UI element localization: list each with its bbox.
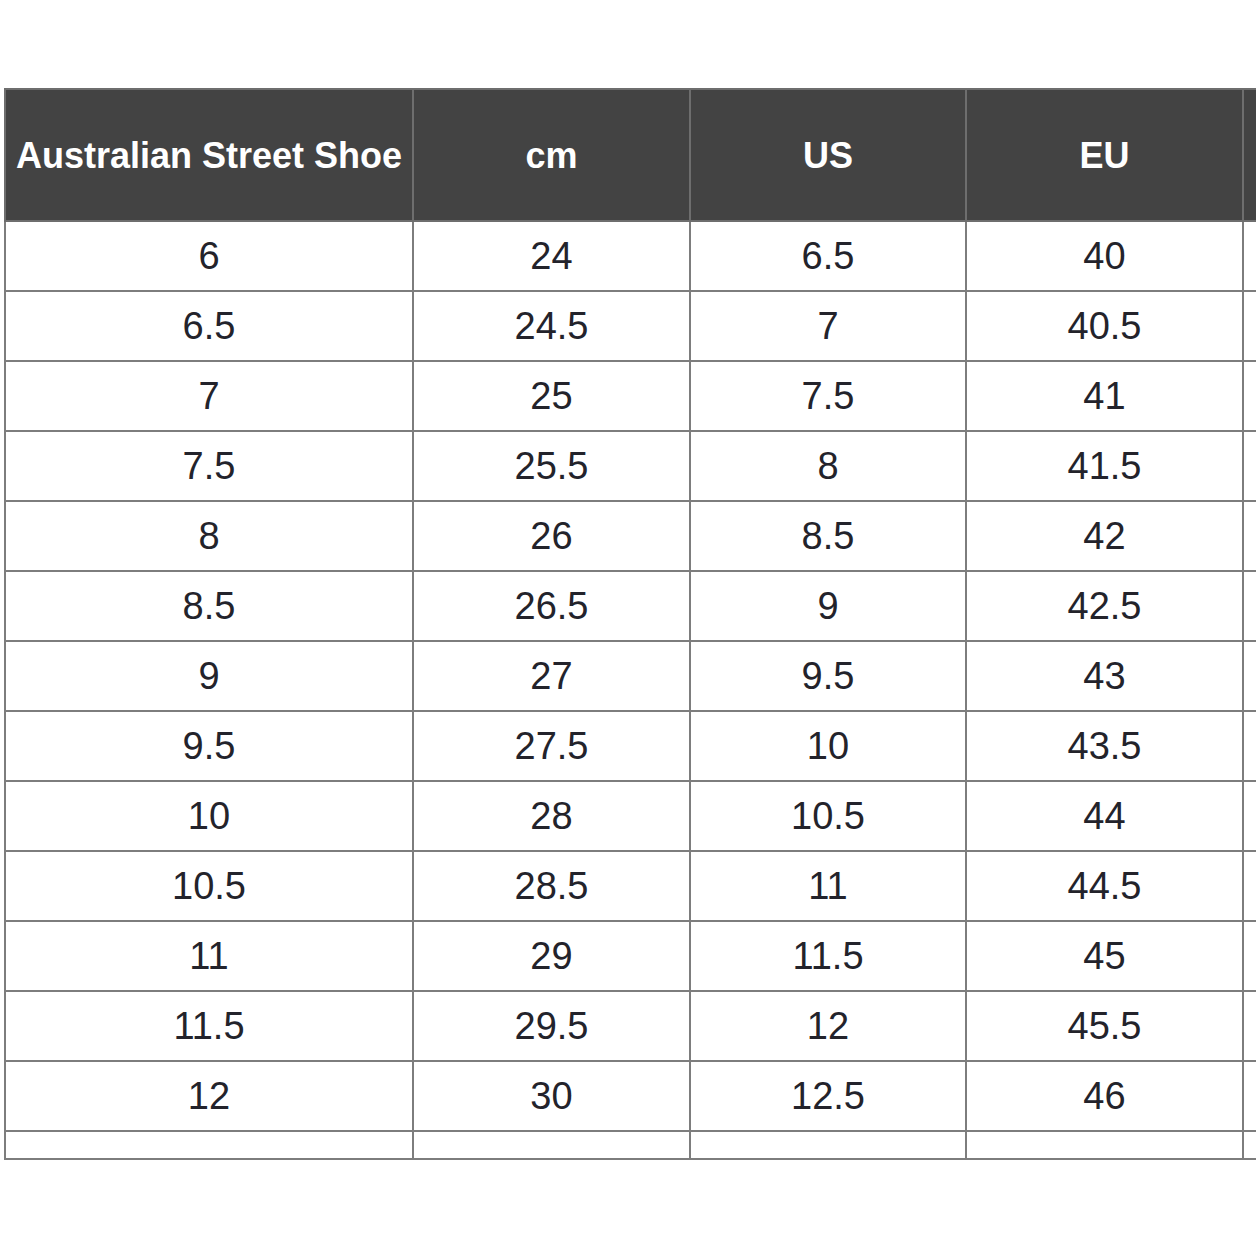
table-cell: 26 (413, 501, 690, 571)
table-cell: 42.5 (966, 571, 1243, 641)
table-row: 112911.545 (5, 921, 1256, 991)
table-cell (1243, 361, 1256, 431)
table-cell: 11 (5, 921, 413, 991)
table-cell: 45.5 (966, 991, 1243, 1061)
table-cell (1243, 431, 1256, 501)
table-cell (1243, 991, 1256, 1061)
table-row: 10.528.51144.5 (5, 851, 1256, 921)
table-cell: 40 (966, 221, 1243, 291)
table-cell (1243, 1131, 1256, 1159)
table-cell: 11.5 (690, 921, 966, 991)
table-cell: 10 (5, 781, 413, 851)
table-cell: 27.5 (413, 711, 690, 781)
col-header-clipped (1243, 89, 1256, 221)
table-cell: 8 (5, 501, 413, 571)
table-row: 9279.543 (5, 641, 1256, 711)
table-row-partial (5, 1131, 1256, 1159)
table-cell: 9 (690, 571, 966, 641)
size-chart-table: Australian Street Shoe cm US EU 6246.540… (4, 88, 1256, 1160)
table-cell: 8.5 (5, 571, 413, 641)
table-cell: 9.5 (690, 641, 966, 711)
table-row: 8.526.5942.5 (5, 571, 1256, 641)
table-cell: 25.5 (413, 431, 690, 501)
table-cell: 43 (966, 641, 1243, 711)
table-cell: 6.5 (5, 291, 413, 361)
table-cell: 43.5 (966, 711, 1243, 781)
table-cell (1243, 501, 1256, 571)
table-cell: 44 (966, 781, 1243, 851)
table-row: 8268.542 (5, 501, 1256, 571)
table-body: 6246.5406.524.5740.57257.5417.525.5841.5… (5, 221, 1256, 1159)
table-cell: 11 (690, 851, 966, 921)
table-cell: 26.5 (413, 571, 690, 641)
table-cell (690, 1131, 966, 1159)
table-cell (1243, 291, 1256, 361)
table-cell (1243, 781, 1256, 851)
table-cell: 44.5 (966, 851, 1243, 921)
col-header-eu: EU (966, 89, 1243, 221)
table-cell: 24 (413, 221, 690, 291)
table-cell: 8 (690, 431, 966, 501)
table-row: 7.525.5841.5 (5, 431, 1256, 501)
table-row: 102810.544 (5, 781, 1256, 851)
table-cell: 12.5 (690, 1061, 966, 1131)
table-cell: 11.5 (5, 991, 413, 1061)
table-cell: 8.5 (690, 501, 966, 571)
table-cell (1243, 1061, 1256, 1131)
table-cell: 24.5 (413, 291, 690, 361)
table-cell: 10 (690, 711, 966, 781)
table-cell: 7.5 (5, 431, 413, 501)
header-row: Australian Street Shoe cm US EU (5, 89, 1256, 221)
table-cell: 7.5 (690, 361, 966, 431)
table-cell: 12 (5, 1061, 413, 1131)
col-header-us: US (690, 89, 966, 221)
table-cell: 45 (966, 921, 1243, 991)
table-cell: 7 (5, 361, 413, 431)
table-row: 11.529.51245.5 (5, 991, 1256, 1061)
size-chart-clip: Australian Street Shoe cm US EU 6246.540… (4, 88, 1256, 1172)
table-row: 7257.541 (5, 361, 1256, 431)
col-header-cm: cm (413, 89, 690, 221)
table-cell (1243, 571, 1256, 641)
table-cell: 6.5 (690, 221, 966, 291)
table-cell: 10.5 (5, 851, 413, 921)
table-cell: 41 (966, 361, 1243, 431)
table-cell: 25 (413, 361, 690, 431)
table-cell: 46 (966, 1061, 1243, 1131)
table-cell (1243, 851, 1256, 921)
table-cell: 9.5 (5, 711, 413, 781)
table-cell: 6 (5, 221, 413, 291)
table-cell: 28.5 (413, 851, 690, 921)
table-row: 6246.540 (5, 221, 1256, 291)
table-row: 6.524.5740.5 (5, 291, 1256, 361)
table-row: 9.527.51043.5 (5, 711, 1256, 781)
table-cell: 41.5 (966, 431, 1243, 501)
table-cell (1243, 921, 1256, 991)
table-cell (1243, 711, 1256, 781)
table-cell (5, 1131, 413, 1159)
table-cell: 28 (413, 781, 690, 851)
table-cell: 30 (413, 1061, 690, 1131)
table-cell (1243, 641, 1256, 711)
table-cell: 27 (413, 641, 690, 711)
table-cell (1243, 221, 1256, 291)
table-cell: 12 (690, 991, 966, 1061)
table-cell: 40.5 (966, 291, 1243, 361)
table-row: 123012.546 (5, 1061, 1256, 1131)
table-cell: 29.5 (413, 991, 690, 1061)
table-cell: 42 (966, 501, 1243, 571)
table-cell: 10.5 (690, 781, 966, 851)
table-cell (966, 1131, 1243, 1159)
table-cell: 9 (5, 641, 413, 711)
table-cell: 7 (690, 291, 966, 361)
table-cell: 29 (413, 921, 690, 991)
table-cell (413, 1131, 690, 1159)
col-header-australian-street-shoe: Australian Street Shoe (5, 89, 413, 221)
